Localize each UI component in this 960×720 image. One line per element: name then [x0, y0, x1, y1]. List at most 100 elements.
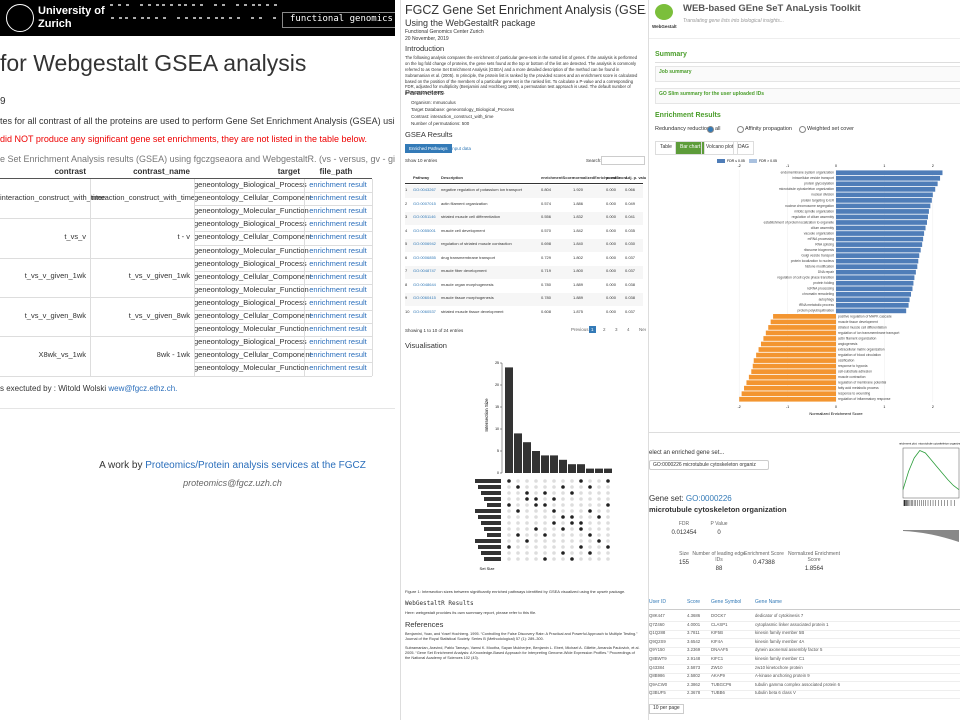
- tab[interactable]: Input data: [451, 146, 472, 151]
- radio-button[interactable]: [707, 126, 714, 133]
- radio-option[interactable]: Weighted set cover: [807, 126, 854, 132]
- matrix-dot: [516, 551, 520, 555]
- page-button[interactable]: 4: [627, 327, 630, 332]
- contrast-cell: t_vs_v_given_1wk: [24, 271, 86, 281]
- matrix-dot: [507, 491, 511, 495]
- column-header: contrast: [54, 167, 86, 176]
- table-cell[interactable]: GO:0051146: [413, 214, 436, 219]
- bar: [836, 247, 921, 253]
- tab[interactable]: Volcano plot: [701, 141, 739, 155]
- table-cell: CLASP1: [711, 621, 728, 627]
- table-cell[interactable]: GO:0006942: [413, 241, 436, 246]
- matrix-dot: [579, 527, 583, 531]
- matrix-dot: [543, 509, 547, 513]
- file-link[interactable]: enrichment result: [309, 258, 367, 268]
- table-cell: 5: [405, 241, 408, 246]
- bar: [514, 433, 522, 473]
- tab[interactable]: DAG: [733, 141, 754, 155]
- file-link[interactable]: enrichment result: [309, 206, 367, 216]
- table-cell: Q9Y150: [649, 647, 665, 653]
- table-cell[interactable]: GO:0048644: [413, 281, 436, 287]
- table-cell[interactable]: GO:0048747: [413, 268, 436, 273]
- select-box[interactable]: GO:0000226 microtubule cytoskeleton orga…: [649, 460, 769, 470]
- tab[interactable]: Bar chart: [675, 141, 706, 155]
- table-cell: 2.9148: [687, 656, 701, 661]
- bar: [559, 459, 567, 473]
- row-line: [194, 192, 372, 194]
- matrix-dot: [561, 509, 565, 513]
- gene-set-link[interactable]: GO:0000226: [685, 494, 732, 503]
- target-cell: geneontology_Cellular_Component: [194, 193, 312, 203]
- file-link[interactable]: enrichment result: [309, 297, 367, 307]
- contrast-cell: t_vs_v_given_8wk: [24, 310, 86, 320]
- file-link[interactable]: enrichment result: [309, 219, 367, 229]
- file-link[interactable]: enrichment result: [309, 180, 367, 189]
- file-link[interactable]: enrichment result: [309, 363, 367, 373]
- matrix-dot: [534, 497, 538, 501]
- table-cell[interactable]: GO:0043267: [413, 187, 436, 192]
- row-line: [194, 349, 372, 351]
- matrix-dot: [534, 491, 538, 495]
- plot-frame: [902, 447, 960, 499]
- table-cell: AKAP9: [711, 673, 725, 679]
- matrix-dot: [579, 485, 583, 489]
- page-button[interactable]: 1: [589, 326, 596, 334]
- page-button[interactable]: 2: [603, 327, 606, 332]
- table-cell: 1.800: [573, 268, 584, 273]
- matrix-dot: [570, 485, 574, 489]
- matrix-dot: [516, 527, 520, 531]
- table-cell: 0.608: [541, 308, 552, 314]
- page-size[interactable]: 10 per page: [649, 704, 684, 714]
- file-link[interactable]: enrichment result: [309, 245, 367, 255]
- file-link[interactable]: enrichment result: [309, 284, 367, 294]
- file-link[interactable]: enrichment result: [309, 324, 367, 334]
- table-cell[interactable]: GO:0006855: [413, 254, 436, 260]
- bar: [836, 220, 927, 225]
- table-cell[interactable]: GO:0055001: [413, 227, 436, 233]
- bar: [770, 319, 836, 325]
- matrix-dot: [561, 491, 565, 495]
- column-line: [90, 179, 91, 376]
- file-link[interactable]: enrichment result: [309, 337, 367, 347]
- table-cell[interactable]: GO:0007015: [413, 200, 436, 206]
- file-link[interactable]: enrichment result: [309, 271, 367, 281]
- row-line: [194, 283, 372, 285]
- tab[interactable]: Enriched Pathways: [405, 144, 452, 154]
- radio-button[interactable]: [799, 126, 806, 133]
- link[interactable]: Proteomics/Protein analysis services at …: [145, 460, 366, 471]
- matrix-dot: [516, 557, 520, 561]
- radio-option[interactable]: Affinity propagation: [745, 126, 792, 132]
- category-label: RNA splicing: [815, 242, 834, 246]
- table-cell[interactable]: GO:0060415: [413, 295, 436, 300]
- table-cell: regulation of striated muscle contractio…: [441, 241, 512, 246]
- radio-button[interactable]: [737, 126, 744, 133]
- row-line: [649, 664, 960, 665]
- row-line: [649, 621, 960, 622]
- email-link[interactable]: wew@fgcz.ethz.ch.: [108, 383, 178, 393]
- contrast-cell: t_vs_v: [64, 231, 86, 241]
- page-button[interactable]: Next: [639, 327, 646, 332]
- table-cell: 0.000: [606, 214, 617, 219]
- tab[interactable]: Table: [655, 141, 677, 155]
- table-cell[interactable]: GO:0060537: [413, 308, 436, 314]
- stat-value: 0.47388: [753, 560, 775, 566]
- matrix-dot: [570, 557, 574, 561]
- page-button[interactable]: Previous: [571, 327, 589, 332]
- x-tick-label-top: -1: [786, 164, 789, 168]
- bar: [523, 442, 531, 473]
- table-cell: TUBGCP6: [711, 681, 732, 687]
- y-tick-label: 15: [495, 405, 499, 409]
- matrix-dot: [570, 521, 574, 525]
- page-button[interactable]: 3: [615, 327, 618, 332]
- matrix-dot: [543, 551, 547, 555]
- radio-option[interactable]: all: [715, 126, 721, 132]
- file-link[interactable]: enrichment result: [309, 350, 367, 360]
- header-bar: [649, 0, 960, 39]
- file-link[interactable]: enrichment result: [309, 232, 367, 242]
- file-link[interactable]: enrichment result: [309, 311, 367, 320]
- row-line: [649, 638, 960, 640]
- matrix-dot: [507, 509, 511, 513]
- table-cell: 1.889: [573, 295, 584, 300]
- file-link[interactable]: enrichment result: [309, 193, 367, 203]
- target-cell: geneontology_Biological_Process: [194, 337, 307, 347]
